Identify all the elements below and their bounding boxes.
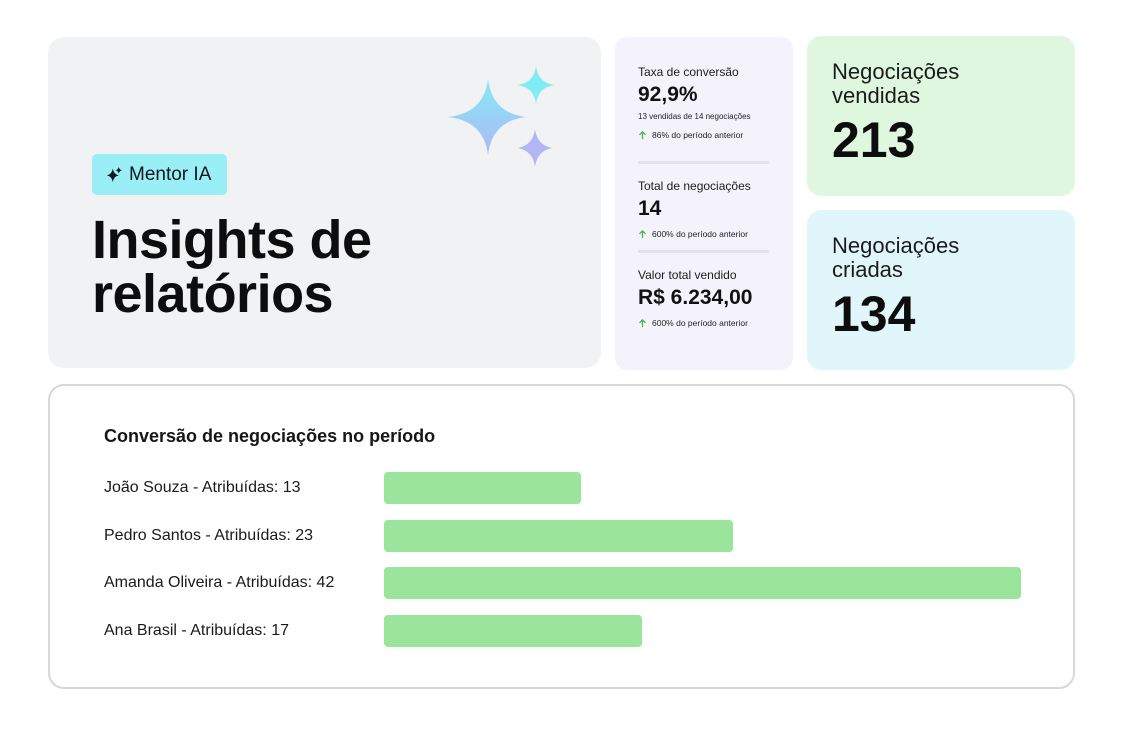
chart-title: Conversão de negociações no período: [104, 426, 436, 446]
bar-row: João Souza - Atribuídas: 13: [50, 472, 1050, 504]
stat-label: Total de negociações: [638, 179, 751, 193]
kpi-deals-sold-card: Negociações vendidas 213: [807, 36, 1075, 196]
badge-label: Mentor IA: [129, 163, 212, 185]
stat-delta: 600% do período anterior: [638, 229, 769, 239]
bar-amanda-oliveira: [384, 567, 1021, 599]
bar-ana-brasil: [384, 615, 642, 647]
stat-conversion-rate: Taxa de conversão 92,9% 13 vendidas de 1…: [638, 65, 769, 161]
arrow-up-icon: [639, 319, 646, 328]
bar-track: [384, 567, 1021, 599]
divider: [638, 250, 769, 253]
conversion-chart-panel: Conversão de negociações no período João…: [48, 384, 1075, 689]
bar-pedro-santos: [384, 520, 733, 552]
stat-delta: 600% do período anterior: [638, 318, 769, 328]
stat-delta-text: 600% do período anterior: [652, 318, 748, 328]
bar-track: [384, 472, 1021, 504]
bar-label: Ana Brasil - Atribuídas: 17: [104, 622, 289, 639]
stat-value: 14: [638, 197, 662, 220]
stat-delta: 86% do período anterior: [638, 130, 769, 140]
kpi-value: 134: [832, 286, 916, 342]
bar-label: Amanda Oliveira - Atribuídas: 42: [104, 574, 335, 591]
mentor-ia-badge: Mentor IA: [92, 154, 228, 195]
sparkles-decoration-icon: [448, 66, 555, 167]
bar-joao-souza: [384, 472, 581, 504]
sparkles-icon: [106, 166, 123, 183]
kpi-label: Negociações vendidas: [832, 59, 960, 108]
bar-track: [384, 520, 1021, 552]
hero-card: Mentor IA Insights de relatórios: [48, 37, 601, 368]
stat-total-deals: Total de negociações 14 600% do período …: [638, 179, 769, 250]
stat-value: 92,9%: [638, 83, 698, 106]
stat-label: Taxa de conversão: [638, 65, 739, 79]
arrow-up-icon: [639, 230, 646, 239]
bar-label: Pedro Santos - Atribuídas: 23: [104, 527, 314, 544]
divider: [638, 161, 769, 164]
stat-subtext: 13 vendidas de 14 negociações: [638, 112, 751, 121]
stat-value: R$ 6.234,00: [638, 286, 753, 309]
kpi-deals-created-card: Negociações criadas 134: [807, 210, 1075, 370]
arrow-up-icon: [639, 131, 646, 140]
stat-label: Valor total vendido: [638, 268, 737, 282]
bar-row: Amanda Oliveira - Atribuídas: 42: [50, 567, 1050, 599]
bar-row: Pedro Santos - Atribuídas: 23: [50, 520, 1050, 552]
page-title-line-1: Insights de: [92, 210, 372, 270]
page-title: Insights de relatórios: [92, 213, 512, 321]
bar-row: Ana Brasil - Atribuídas: 17: [50, 615, 1050, 647]
stat-delta-text: 86% do período anterior: [652, 130, 744, 140]
stat-total-sold-value: Valor total vendido R$ 6.234,00 600% do …: [638, 268, 769, 328]
kpi-label: Negociações criadas: [832, 233, 960, 282]
stats-card: Taxa de conversão 92,9% 13 vendidas de 1…: [615, 37, 793, 370]
bar-track: [384, 615, 1021, 647]
stat-delta-text: 600% do período anterior: [652, 229, 748, 239]
kpi-value: 213: [832, 112, 916, 168]
bar-label: João Souza - Atribuídas: 13: [104, 479, 301, 496]
page-title-line-2: relatórios: [92, 264, 334, 324]
